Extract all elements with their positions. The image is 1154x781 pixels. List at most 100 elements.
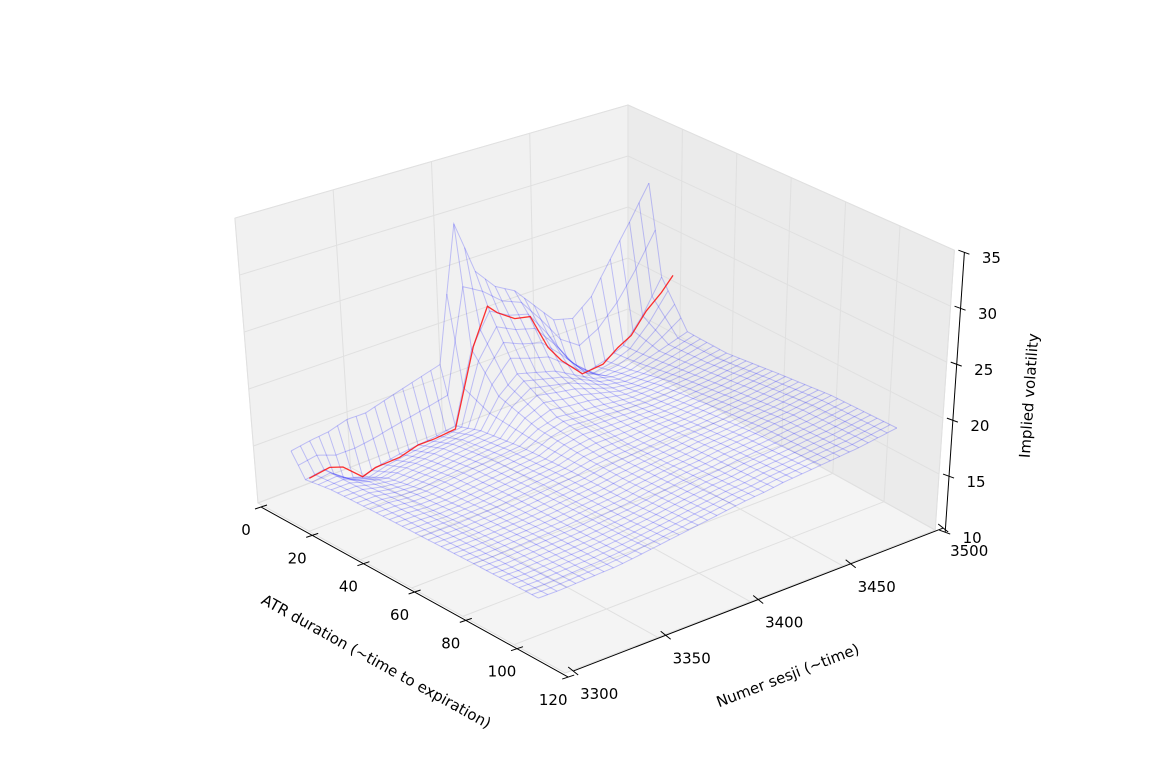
back-gridline-x — [934, 250, 955, 531]
wireframe-line-session — [411, 382, 661, 545]
x-tick — [408, 589, 421, 595]
wireframe-line-session — [638, 202, 888, 434]
wireframe-line-session — [572, 318, 822, 466]
wireframe-line-session — [309, 440, 558, 592]
x-tick — [459, 617, 472, 623]
z-tick — [958, 249, 970, 255]
left-gridline-z — [257, 359, 629, 504]
wireframe-line-session — [383, 400, 633, 560]
wireframe-line-session — [494, 286, 746, 502]
y-tick — [937, 523, 949, 533]
y-tick-label: 3450 — [858, 578, 896, 596]
wireframe-line-atr — [395, 363, 753, 524]
pane-gridlines — [234, 104, 955, 674]
back-gridline-x — [781, 177, 792, 446]
z-tick-label: 10 — [963, 529, 982, 547]
left-gridline-y — [234, 218, 259, 504]
wireframe-line-session — [439, 364, 689, 531]
z-axis-line — [944, 252, 965, 533]
back-gridline-x — [729, 153, 738, 417]
y-tick — [567, 666, 579, 676]
floor-gridline-y — [350, 466, 658, 638]
x-tick-label: 0 — [241, 521, 251, 539]
wireframe-line-session — [290, 450, 539, 599]
left-gridline-z — [253, 308, 629, 447]
z-tick-label: 25 — [974, 361, 993, 379]
wireframe-line-atr — [473, 394, 832, 565]
left-gridline-z — [248, 257, 629, 390]
axes-lines — [254, 249, 970, 680]
y-tick-label: 3500 — [950, 542, 988, 560]
wireframe-line-session — [543, 312, 793, 479]
left-gridline-z — [243, 206, 629, 333]
floor-gridline-y — [442, 431, 751, 602]
wireframe-line-atr — [440, 381, 799, 548]
wireframe-line-session — [299, 445, 548, 596]
back-gridline-z — [627, 104, 955, 251]
wireframe-line-atr — [363, 349, 721, 507]
left-gridline-y — [332, 189, 351, 468]
floor-gridline-y — [257, 502, 566, 674]
wireframe-line-session — [430, 370, 680, 536]
wireframe-line-atr — [369, 352, 727, 510]
back-gridline-x — [883, 225, 901, 502]
wireframe-line-session — [327, 431, 577, 584]
z-tick — [942, 473, 955, 479]
wireframe-line-session — [474, 271, 727, 512]
back-gridline-z — [627, 155, 951, 307]
wireframe-line-atr — [337, 334, 695, 494]
wireframe-line-session — [553, 319, 803, 475]
back-gridline-x — [678, 129, 683, 389]
wireframe-line-session — [355, 416, 605, 573]
wireframe-line-session — [629, 222, 878, 439]
back-gridline-z — [627, 308, 940, 475]
wireframe-line-session — [365, 412, 614, 569]
z-axis-title: Implied volatility — [1016, 333, 1043, 459]
x-tick — [562, 674, 575, 680]
wireframe-line-atr — [466, 392, 826, 561]
wireframe-line-atr — [538, 427, 898, 599]
x-tick — [254, 504, 268, 510]
z-tick-label: 20 — [970, 417, 989, 435]
wireframe-line-session — [464, 247, 718, 516]
y-tick-label: 3400 — [765, 614, 803, 632]
x-tick-label: 40 — [339, 578, 358, 596]
wireframe-line-session — [346, 419, 595, 577]
wireframe-line-atr — [343, 338, 701, 497]
z-tick — [946, 417, 959, 423]
left-gridline-y — [430, 161, 444, 432]
wireframe-line-session — [590, 296, 841, 457]
back-gridline-z — [627, 257, 944, 419]
z-tick-label: 30 — [978, 305, 997, 323]
wireframe-line-atr — [408, 368, 767, 531]
wireframe-line-session — [337, 425, 586, 580]
wireframe-line-session — [453, 223, 708, 521]
x-tick-label: 100 — [488, 663, 517, 681]
wireframe-line-session — [514, 290, 765, 493]
wireframe-line-session — [402, 388, 652, 550]
x-tick — [357, 561, 370, 567]
x-tick-label: 20 — [288, 549, 307, 567]
wireframe-line-atr — [447, 384, 806, 551]
wireframe-line-atr — [376, 355, 734, 514]
left-gridline-z — [239, 155, 629, 276]
left-gridline-z — [234, 104, 629, 219]
z-tick — [939, 529, 951, 535]
wireframe-line-atr — [382, 357, 740, 517]
wireframe-line-session — [609, 259, 859, 449]
y-tick-label: 3300 — [580, 685, 618, 703]
wireframe-line-session — [648, 183, 898, 429]
wireframe-line-session — [504, 288, 755, 498]
wireframe-line-session — [533, 305, 784, 483]
surface-wireframe — [290, 182, 898, 599]
wireframe-line-atr — [518, 417, 878, 589]
wireframe-line-atr — [479, 398, 839, 568]
wireframe-line-session — [318, 436, 567, 588]
wireframe-line-atr — [389, 360, 747, 521]
y-tick — [845, 559, 857, 569]
wireframe-line-atr — [531, 424, 891, 596]
wireframe-line-atr — [460, 389, 819, 558]
z-tick-label: 35 — [982, 249, 1001, 267]
wireframe-line-atr — [421, 373, 780, 537]
